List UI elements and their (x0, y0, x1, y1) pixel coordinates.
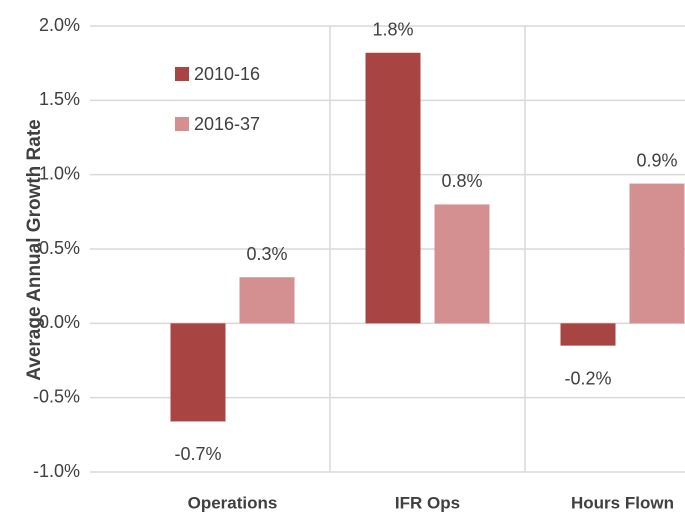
y-axis-label: Average Annual Growth Rate (24, 119, 45, 380)
y-tick-label: 0.5% (39, 238, 80, 258)
data-label: -0.7% (174, 444, 221, 464)
data-label: 0.8% (441, 171, 482, 191)
y-tick-label: -0.5% (33, 386, 80, 406)
x-tick-label: IFR Ops (395, 493, 460, 512)
bar (629, 183, 685, 324)
x-tick-label: Operations (188, 493, 278, 512)
y-tick-label: 0.0% (39, 312, 80, 332)
bar (170, 323, 226, 422)
legend-label: 2010-16 (194, 64, 260, 84)
bar (239, 277, 295, 324)
y-tick-label: 1.0% (39, 163, 80, 183)
data-label: 1.8% (372, 20, 413, 40)
y-tick-label: -1.0% (33, 461, 80, 481)
legend-label: 2016-37 (194, 114, 260, 134)
y-tick-label: 1.5% (39, 89, 80, 109)
bar (434, 204, 490, 324)
legend-swatch (175, 67, 189, 81)
legend-swatch (175, 117, 189, 131)
y-tick-label: 2.0% (39, 15, 80, 35)
x-tick-label: Hours Flown (571, 493, 674, 512)
bar (560, 323, 616, 346)
data-label: 0.3% (246, 244, 287, 264)
bar (365, 52, 421, 324)
data-label: 0.9% (636, 150, 677, 170)
data-label: -0.2% (564, 368, 611, 388)
